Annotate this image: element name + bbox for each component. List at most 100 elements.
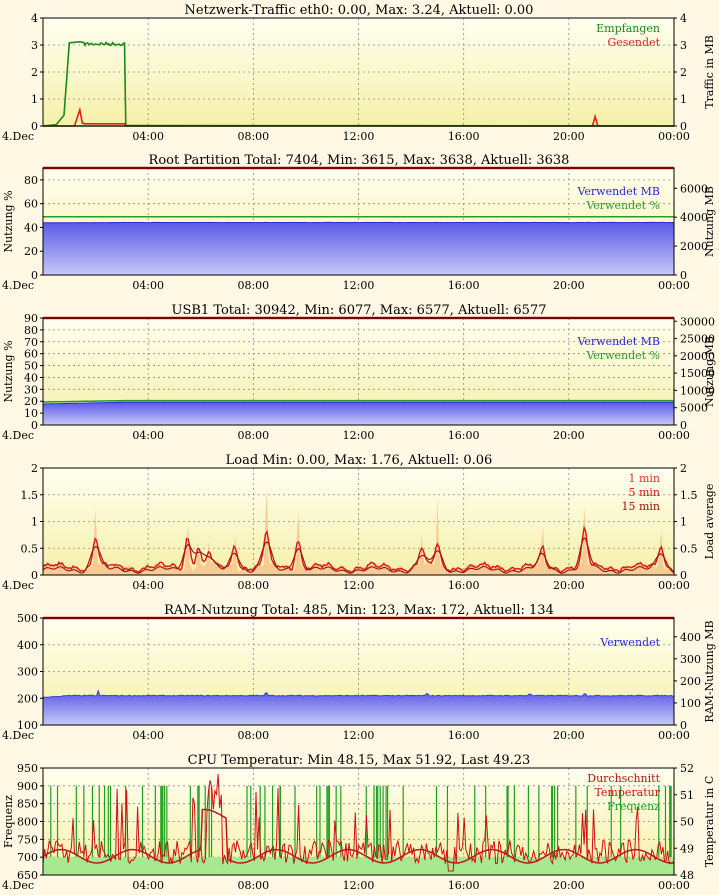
x-tick-label: 00:00 bbox=[658, 879, 690, 892]
legend-entry: 15 min bbox=[621, 500, 660, 513]
y-right-axis-label: Traffic in MB bbox=[703, 35, 716, 109]
y-tick-label: 60 bbox=[24, 348, 38, 361]
y-tick-label: 1.5 bbox=[21, 489, 39, 502]
series-load5 bbox=[42, 525, 675, 574]
y-right-tick-label: 30000 bbox=[680, 315, 715, 328]
y-right-tick-label: 0 bbox=[680, 719, 687, 732]
y-tick-label: 850 bbox=[17, 798, 38, 811]
x-tick-label: 04:00 bbox=[132, 579, 164, 592]
y-right-tick-label: 300 bbox=[680, 653, 701, 666]
y-right-tick-label: 200 bbox=[680, 675, 701, 688]
y-tick-label: 80 bbox=[24, 324, 38, 337]
x-tick-label: 04:00 bbox=[132, 729, 164, 742]
plot-frame bbox=[42, 767, 675, 876]
y-right-tick-label: 0 bbox=[680, 120, 687, 133]
chart-usb: USB1 Total: 30942, Min: 6077, Max: 6577,… bbox=[2, 303, 716, 442]
y-right-axis-label: Temperatur in C bbox=[703, 776, 716, 868]
x-tick-label: 08:00 bbox=[237, 429, 269, 442]
y-right-tick-label: 2 bbox=[680, 66, 687, 79]
x-tick-label: 20:00 bbox=[553, 130, 585, 143]
plot-frame bbox=[42, 467, 675, 576]
x-tick-label: 16:00 bbox=[448, 429, 480, 442]
x-tick-label: 12:00 bbox=[343, 879, 375, 892]
y-tick-label: 3 bbox=[31, 39, 38, 52]
series-frequency-area bbox=[43, 857, 674, 875]
y-tick-label: 40 bbox=[24, 221, 38, 234]
y-tick-label: 70 bbox=[24, 336, 38, 349]
y-tick-label: 30 bbox=[24, 383, 38, 396]
y-right-tick-label: 400 bbox=[680, 631, 701, 644]
series-used bbox=[43, 690, 674, 725]
plot-frame bbox=[42, 317, 675, 426]
y-right-tick-label: 15000 bbox=[680, 367, 715, 380]
x-tick-label: 08:00 bbox=[237, 579, 269, 592]
series-used-line bbox=[42, 689, 675, 698]
y-right-tick-label: 52 bbox=[680, 762, 694, 775]
legend-entry: Empfangen bbox=[596, 22, 660, 35]
x-tick-label: 08:00 bbox=[237, 130, 269, 143]
y-right-axis-label: Nutzung MB bbox=[703, 336, 716, 407]
legend-entry: 1 min bbox=[628, 472, 660, 485]
y-right-tick-label: 0 bbox=[680, 269, 687, 282]
y-right-tick-label: 1 bbox=[680, 516, 687, 529]
chart-title: RAM-Nutzung Total: 485, Min: 123, Max: 1… bbox=[164, 603, 554, 618]
series-used-mb bbox=[43, 402, 674, 425]
legend-entry: Verwendet % bbox=[585, 199, 660, 212]
y-right-tick-label: 10000 bbox=[680, 384, 715, 397]
x-start-label: 4.Dec bbox=[2, 429, 34, 442]
x-tick-label: 00:00 bbox=[658, 729, 690, 742]
series-sent bbox=[43, 106, 674, 127]
legend-entry: Verwendet MB bbox=[576, 335, 660, 348]
plot-frame bbox=[42, 167, 675, 276]
y-right-tick-label: 4 bbox=[680, 12, 687, 25]
x-tick-label: 20:00 bbox=[553, 879, 585, 892]
y-right-tick-label: 2000 bbox=[680, 240, 708, 253]
y-tick-label: 900 bbox=[17, 780, 38, 793]
x-tick-label: 00:00 bbox=[658, 130, 690, 143]
legend-entry: Gesendet bbox=[607, 36, 660, 49]
y-right-tick-label: 5000 bbox=[680, 402, 708, 415]
y-right-tick-label: 2 bbox=[680, 462, 687, 475]
chart-load: Load Min: 0.00, Max: 1.76, Aktuell: 0.06… bbox=[2, 453, 716, 592]
chart-cpu: CPU Temperatur: Min 48.15, Max 51.92, La… bbox=[2, 753, 716, 892]
y-tick-label: 0 bbox=[31, 569, 38, 582]
plot-frame bbox=[42, 17, 675, 127]
y-right-tick-label: 1.5 bbox=[680, 489, 698, 502]
x-tick-label: 16:00 bbox=[448, 279, 480, 292]
y-right-tick-label: 1 bbox=[680, 93, 687, 106]
y-right-tick-label: 0 bbox=[680, 419, 687, 432]
legend-entry: Verwendet MB bbox=[576, 185, 660, 198]
series-load15 bbox=[42, 537, 675, 574]
y-right-tick-label: 20000 bbox=[680, 350, 715, 363]
x-tick-label: 00:00 bbox=[658, 429, 690, 442]
y-tick-label: 950 bbox=[17, 762, 38, 775]
x-tick-label: 04:00 bbox=[132, 279, 164, 292]
y-tick-label: 100 bbox=[17, 719, 38, 732]
series-received bbox=[42, 40, 675, 127]
legend-entry: Frequenz bbox=[607, 800, 660, 813]
x-start-label: 4.Dec bbox=[2, 879, 34, 892]
legend-entry: 5 min bbox=[628, 486, 660, 499]
chart-title: CPU Temperatur: Min 48.15, Max 51.92, La… bbox=[188, 753, 531, 768]
y-axis-label: Nutzung % bbox=[2, 190, 15, 252]
y-tick-label: 750 bbox=[17, 833, 38, 846]
x-tick-label: 12:00 bbox=[343, 729, 375, 742]
y-tick-label: 300 bbox=[17, 666, 38, 679]
x-tick-label: 20:00 bbox=[553, 579, 585, 592]
x-tick-label: 04:00 bbox=[132, 130, 164, 143]
x-tick-label: 20:00 bbox=[553, 429, 585, 442]
x-tick-label: 12:00 bbox=[343, 429, 375, 442]
y-tick-label: 2 bbox=[31, 462, 38, 475]
x-tick-label: 08:00 bbox=[237, 279, 269, 292]
chart-title: Load Min: 0.00, Max: 1.76, Aktuell: 0.06 bbox=[226, 453, 493, 468]
x-tick-label: 08:00 bbox=[237, 879, 269, 892]
x-start-label: 4.Dec bbox=[2, 279, 34, 292]
y-tick-label: 20 bbox=[24, 395, 38, 408]
series-used-mb bbox=[43, 222, 674, 275]
series-temperature bbox=[42, 774, 675, 872]
y-right-tick-label: 100 bbox=[680, 697, 701, 710]
chart-title: Netzwerk-Traffic eth0: 0.00, Max: 3.24, … bbox=[185, 3, 534, 18]
x-tick-label: 16:00 bbox=[448, 729, 480, 742]
x-tick-label: 08:00 bbox=[237, 729, 269, 742]
y-tick-label: 50 bbox=[24, 360, 38, 373]
